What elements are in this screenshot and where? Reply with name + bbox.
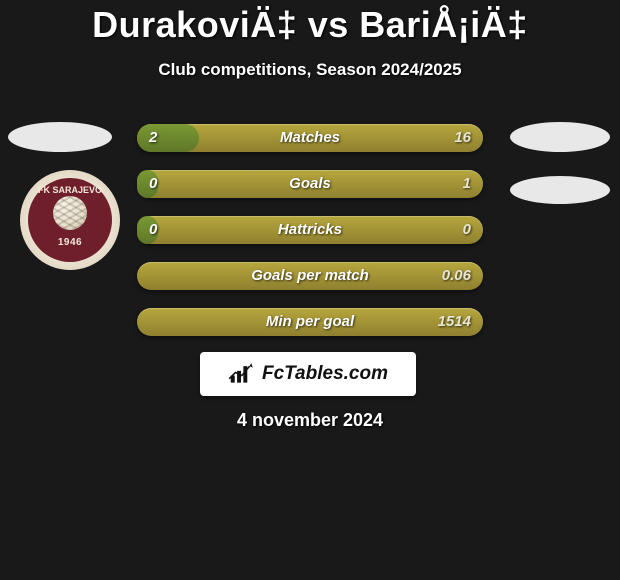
stat-bar: 0Hattricks0 [137,216,483,244]
stat-bars: 2Matches160Goals10Hattricks0Goals per ma… [137,124,483,354]
brand-label: FcTables.com [262,363,388,385]
page-title: DurakoviÄ‡ vs BariÅ¡iÄ‡ [0,4,620,46]
stat-value-right: 1 [463,170,471,198]
stat-value-right: 1514 [438,308,471,336]
player-right-ellipse-2 [510,176,610,204]
crest-year: 1946 [28,237,112,248]
stat-bar: Min per goal1514 [137,308,483,336]
player-left-ellipse [8,122,112,152]
stat-label: Goals per match [137,262,483,290]
date-label: 4 november 2024 [0,410,620,431]
crest-inner: FK SARAJEVO 1946 [28,178,112,262]
brand-box: FcTables.com [200,352,416,396]
stat-label: Hattricks [137,216,483,244]
stat-label: Min per goal [137,308,483,336]
stat-value-right: 0 [463,216,471,244]
stat-bar: 0Goals1 [137,170,483,198]
chart-icon [228,363,254,385]
club-crest: FK SARAJEVO 1946 [20,170,120,270]
crest-top-text: FK SARAJEVO [28,185,112,195]
infographic-root: DurakoviÄ‡ vs BariÅ¡iÄ‡ Club competition… [0,0,620,580]
stat-value-right: 0.06 [442,262,471,290]
subtitle: Club competitions, Season 2024/2025 [0,60,620,80]
player-right-ellipse [510,122,610,152]
stat-label: Matches [137,124,483,152]
stat-label: Goals [137,170,483,198]
stat-bar: 2Matches16 [137,124,483,152]
stat-value-right: 16 [454,124,471,152]
stat-bar: Goals per match0.06 [137,262,483,290]
